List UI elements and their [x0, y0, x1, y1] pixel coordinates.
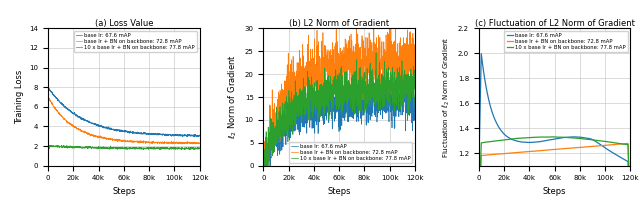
- 10 x base lr + BN on backbone: 77.8 mAP: (2.03e+04, 15.5): 77.8 mAP: (2.03e+04, 15.5): [285, 93, 293, 96]
- base lr: 67.6 mAP: (4.05e+04, 1.29): 67.6 mAP: (4.05e+04, 1.29): [526, 141, 534, 144]
- base lr: 67.6 mAP: (5.2e+04, 3.61): 67.6 mAP: (5.2e+04, 3.61): [110, 129, 118, 132]
- base lr: 67.6 mAP: (2.03e+04, 1.35): 67.6 mAP: (2.03e+04, 1.35): [500, 133, 508, 136]
- base lr + BN on backbone: 72.8 mAP: (4.04e+04, 2.9): 72.8 mAP: (4.04e+04, 2.9): [95, 136, 103, 139]
- base lr: 67.6 mAP: (1.18e+05, 19.5): 67.6 mAP: (1.18e+05, 19.5): [410, 75, 417, 78]
- base lr: 67.6 mAP: (100, 0): 67.6 mAP: (100, 0): [260, 164, 268, 167]
- 10 x base lr + BN on backbone: 77.8 mAP: (2.02e+04, 1.31): 77.8 mAP: (2.02e+04, 1.31): [500, 138, 508, 141]
- base lr + BN on backbone: 72.8 mAP: (5.2e+04, 1.22): 72.8 mAP: (5.2e+04, 1.22): [541, 149, 548, 152]
- base lr: 67.6 mAP: (6.32e+04, 16.3): 67.6 mAP: (6.32e+04, 16.3): [339, 90, 347, 92]
- base lr: 67.6 mAP: (1.59e+04, 5.76): 67.6 mAP: (1.59e+04, 5.76): [64, 108, 72, 111]
- base lr: 67.6 mAP: (1.2e+05, 3.12): 67.6 mAP: (1.2e+05, 3.12): [196, 134, 204, 136]
- base lr + BN on backbone: 72.8 mAP: (1.2e+05, 2.32): 72.8 mAP: (1.2e+05, 2.32): [196, 142, 204, 144]
- base lr: 67.6 mAP: (6.32e+04, 1.32): 67.6 mAP: (6.32e+04, 1.32): [555, 137, 563, 140]
- 10 x base lr + BN on backbone: 77.8 mAP: (1.59e+04, 1.96): 77.8 mAP: (1.59e+04, 1.96): [64, 145, 72, 148]
- Line: 10 x base lr + BN on backbone: 77.8 mAP: 10 x base lr + BN on backbone: 77.8 mAP: [479, 137, 630, 218]
- 10 x base lr + BN on backbone: 77.8 mAP: (2.02e+04, 1.86): 77.8 mAP: (2.02e+04, 1.86): [70, 146, 77, 149]
- base lr + BN on backbone: 72.8 mAP: (1.06e+05, 2.19): 72.8 mAP: (1.06e+05, 2.19): [178, 143, 186, 145]
- 10 x base lr + BN on backbone: 77.8 mAP: (1.6e+04, 10.3): 77.8 mAP: (1.6e+04, 10.3): [280, 117, 287, 120]
- base lr: 67.6 mAP: (0, 8.02): 67.6 mAP: (0, 8.02): [44, 86, 52, 88]
- 10 x base lr + BN on backbone: 77.8 mAP: (1.59e+04, 1.3): 77.8 mAP: (1.59e+04, 1.3): [495, 139, 502, 142]
- base lr + BN on backbone: 72.8 mAP: (0, 7.01): 72.8 mAP: (0, 7.01): [44, 96, 52, 98]
- Line: base lr + BN on backbone: 72.8 mAP: base lr + BN on backbone: 72.8 mAP: [48, 97, 200, 144]
- Line: base lr + BN on backbone: 72.8 mAP: base lr + BN on backbone: 72.8 mAP: [479, 143, 630, 218]
- base lr + BN on backbone: 72.8 mAP: (100, 0): 72.8 mAP: (100, 0): [260, 164, 268, 167]
- base lr + BN on backbone: 72.8 mAP: (6.57e+04, 20.5): 72.8 mAP: (6.57e+04, 20.5): [342, 71, 350, 73]
- 10 x base lr + BN on backbone: 77.8 mAP: (4.04e+04, 1.33): 77.8 mAP: (4.04e+04, 1.33): [526, 136, 534, 139]
- base lr: 67.6 mAP: (2.02e+04, 5.37): 67.6 mAP: (2.02e+04, 5.37): [70, 112, 77, 114]
- Line: 10 x base lr + BN on backbone: 77.8 mAP: 10 x base lr + BN on backbone: 77.8 mAP: [264, 53, 415, 166]
- base lr + BN on backbone: 72.8 mAP: (4.05e+04, 23): 72.8 mAP: (4.05e+04, 23): [311, 59, 319, 62]
- base lr + BN on backbone: 72.8 mAP: (6.31e+04, 2.54): 72.8 mAP: (6.31e+04, 2.54): [124, 140, 132, 142]
- Line: 10 x base lr + BN on backbone: 77.8 mAP: 10 x base lr + BN on backbone: 77.8 mAP: [48, 12, 200, 150]
- Title: (c) Fluctuation of L2 Norm of Gradient: (c) Fluctuation of L2 Norm of Gradient: [475, 19, 634, 27]
- Legend: base lr: 67.6 mAP, base lr + BN on backbone: 72.8 mAP, 10 x base lr + BN on back: base lr: 67.6 mAP, base lr + BN on backb…: [289, 142, 412, 163]
- base lr: 67.6 mAP: (6.31e+04, 3.37): 67.6 mAP: (6.31e+04, 3.37): [124, 131, 132, 134]
- base lr: 67.6 mAP: (5.21e+04, 12.9): 67.6 mAP: (5.21e+04, 12.9): [325, 105, 333, 108]
- base lr: 67.6 mAP: (6.57e+04, 1.32): 67.6 mAP: (6.57e+04, 1.32): [558, 136, 566, 139]
- 10 x base lr + BN on backbone: 77.8 mAP: (100, 0): 77.8 mAP: (100, 0): [260, 164, 268, 167]
- Y-axis label: $\ell_2$ Norm of Gradient: $\ell_2$ Norm of Gradient: [227, 54, 239, 140]
- X-axis label: Steps: Steps: [328, 187, 351, 196]
- base lr: 67.6 mAP: (5.21e+04, 1.3): 67.6 mAP: (5.21e+04, 1.3): [541, 140, 548, 142]
- 10 x base lr + BN on backbone: 77.8 mAP: (5.86e+04, 1.33): 77.8 mAP: (5.86e+04, 1.33): [549, 136, 557, 138]
- base lr: 67.6 mAP: (4.05e+04, 13.7): 67.6 mAP: (4.05e+04, 13.7): [311, 102, 319, 104]
- Legend: base lr: 67.6 mAP, base lr + BN on backbone: 72.8 mAP, 10 x base lr + BN on back: base lr: 67.6 mAP, base lr + BN on backb…: [74, 31, 197, 52]
- base lr: 67.6 mAP: (1.6e+04, 8.84): 67.6 mAP: (1.6e+04, 8.84): [280, 124, 287, 126]
- base lr + BN on backbone: 72.8 mAP: (1.6e+04, 12.5): 72.8 mAP: (1.6e+04, 12.5): [280, 107, 287, 110]
- base lr + BN on backbone: 72.8 mAP: (1.59e+04, 4.43): 72.8 mAP: (1.59e+04, 4.43): [64, 121, 72, 124]
- 10 x base lr + BN on backbone: 77.8 mAP: (6.31e+04, 1.66): 77.8 mAP: (6.31e+04, 1.66): [124, 148, 132, 151]
- 10 x base lr + BN on backbone: 77.8 mAP: (6.32e+04, 17.5): 77.8 mAP: (6.32e+04, 17.5): [339, 84, 347, 87]
- Line: base lr: 67.6 mAP: base lr: 67.6 mAP: [479, 54, 630, 218]
- base lr + BN on backbone: 72.8 mAP: (4.04e+04, 1.21): 72.8 mAP: (4.04e+04, 1.21): [526, 150, 534, 153]
- base lr + BN on backbone: 72.8 mAP: (1.59e+04, 1.19): 72.8 mAP: (1.59e+04, 1.19): [495, 153, 502, 155]
- Line: base lr: 67.6 mAP: base lr: 67.6 mAP: [48, 87, 200, 137]
- 10 x base lr + BN on backbone: 77.8 mAP: (8.92e+04, 24.6): 77.8 mAP: (8.92e+04, 24.6): [372, 52, 380, 54]
- 10 x base lr + BN on backbone: 77.8 mAP: (6.32e+04, 1.33): 77.8 mAP: (6.32e+04, 1.33): [555, 136, 563, 138]
- base lr + BN on backbone: 72.8 mAP: (6.32e+04, 20.4): 72.8 mAP: (6.32e+04, 20.4): [339, 71, 347, 73]
- Y-axis label: Training Loss: Training Loss: [15, 70, 24, 124]
- base lr: 67.6 mAP: (6.57e+04, 11.9): 67.6 mAP: (6.57e+04, 11.9): [342, 110, 350, 112]
- 10 x base lr + BN on backbone: 77.8 mAP: (4.04e+04, 1.82): 77.8 mAP: (4.04e+04, 1.82): [95, 146, 103, 149]
- X-axis label: Steps: Steps: [112, 187, 136, 196]
- 10 x base lr + BN on backbone: 77.8 mAP: (1.2e+05, 13.7): 77.8 mAP: (1.2e+05, 13.7): [411, 102, 419, 104]
- 10 x base lr + BN on backbone: 77.8 mAP: (6.57e+04, 1.33): 77.8 mAP: (6.57e+04, 1.33): [558, 136, 566, 138]
- base lr + BN on backbone: 72.8 mAP: (6.31e+04, 1.23): 72.8 mAP: (6.31e+04, 1.23): [555, 148, 563, 150]
- 10 x base lr + BN on backbone: 77.8 mAP: (5.21e+04, 15.9): 77.8 mAP: (5.21e+04, 15.9): [325, 92, 333, 94]
- base lr: 67.6 mAP: (0, 15): 67.6 mAP: (0, 15): [260, 96, 268, 98]
- base lr: 67.6 mAP: (0, 1.04): 67.6 mAP: (0, 1.04): [475, 172, 483, 174]
- base lr + BN on backbone: 72.8 mAP: (2.03e+04, 14.5): 72.8 mAP: (2.03e+04, 14.5): [285, 98, 293, 101]
- 10 x base lr + BN on backbone: 77.8 mAP: (5.2e+04, 1.77): 77.8 mAP: (5.2e+04, 1.77): [110, 147, 118, 150]
- 10 x base lr + BN on backbone: 77.8 mAP: (0, 20): 77.8 mAP: (0, 20): [260, 73, 268, 75]
- 10 x base lr + BN on backbone: 77.8 mAP: (5.2e+04, 1.33): 77.8 mAP: (5.2e+04, 1.33): [541, 136, 548, 138]
- 10 x base lr + BN on backbone: 77.8 mAP: (1.05e+05, 1.61): 77.8 mAP: (1.05e+05, 1.61): [177, 148, 185, 151]
- base lr: 67.6 mAP: (1.6e+04, 1.41): 67.6 mAP: (1.6e+04, 1.41): [495, 126, 503, 129]
- Legend: base lr: 67.6 mAP, base lr + BN on backbone: 72.8 mAP, 10 x base lr + BN on back: base lr: 67.6 mAP, base lr + BN on backb…: [504, 31, 628, 52]
- base lr + BN on backbone: 72.8 mAP: (6.56e+04, 2.44): 72.8 mAP: (6.56e+04, 2.44): [127, 140, 134, 143]
- Line: base lr: 67.6 mAP: base lr: 67.6 mAP: [264, 77, 415, 166]
- base lr + BN on backbone: 72.8 mAP: (2.02e+04, 4.07): 72.8 mAP: (2.02e+04, 4.07): [70, 124, 77, 127]
- Title: (a) Loss Value: (a) Loss Value: [95, 19, 153, 27]
- base lr + BN on backbone: 72.8 mAP: (2.02e+04, 1.2): 72.8 mAP: (2.02e+04, 1.2): [500, 152, 508, 155]
- Y-axis label: Fluctuation of $\ell_2$ Norm of Gradient: Fluctuation of $\ell_2$ Norm of Gradient: [441, 36, 452, 158]
- base lr: 67.6 mAP: (1.1e+05, 2.93): 67.6 mAP: (1.1e+05, 2.93): [184, 136, 191, 138]
- base lr: 67.6 mAP: (6.56e+04, 3.42): 67.6 mAP: (6.56e+04, 3.42): [127, 131, 134, 133]
- X-axis label: Steps: Steps: [543, 187, 566, 196]
- Title: (b) L2 Norm of Gradient: (b) L2 Norm of Gradient: [289, 19, 389, 27]
- 10 x base lr + BN on backbone: 77.8 mAP: (4.05e+04, 18.1): 77.8 mAP: (4.05e+04, 18.1): [311, 82, 319, 84]
- base lr + BN on backbone: 72.8 mAP: (0, 30): 72.8 mAP: (0, 30): [260, 27, 268, 30]
- 10 x base lr + BN on backbone: 77.8 mAP: (6.56e+04, 1.74): 77.8 mAP: (6.56e+04, 1.74): [127, 147, 134, 150]
- base lr: 67.6 mAP: (2.03e+04, 9.74): 67.6 mAP: (2.03e+04, 9.74): [285, 120, 293, 122]
- base lr + BN on backbone: 72.8 mAP: (5.2e+04, 2.67): 72.8 mAP: (5.2e+04, 2.67): [110, 138, 118, 141]
- base lr: 67.6 mAP: (4.04e+04, 4.05): 67.6 mAP: (4.04e+04, 4.05): [95, 125, 103, 127]
- Line: base lr + BN on backbone: 72.8 mAP: base lr + BN on backbone: 72.8 mAP: [264, 28, 415, 166]
- 10 x base lr + BN on backbone: 77.8 mAP: (0, 15.7): 77.8 mAP: (0, 15.7): [44, 10, 52, 13]
- 10 x base lr + BN on backbone: 77.8 mAP: (6.57e+04, 13.7): 77.8 mAP: (6.57e+04, 13.7): [342, 101, 350, 104]
- base lr: 67.6 mAP: (1.2e+05, 15.5): 67.6 mAP: (1.2e+05, 15.5): [411, 94, 419, 96]
- 10 x base lr + BN on backbone: 77.8 mAP: (1.2e+05, 1.75): 77.8 mAP: (1.2e+05, 1.75): [196, 147, 204, 150]
- base lr + BN on backbone: 72.8 mAP: (1.2e+05, 19.5): 72.8 mAP: (1.2e+05, 19.5): [411, 75, 419, 78]
- base lr + BN on backbone: 72.8 mAP: (6.56e+04, 1.23): 72.8 mAP: (6.56e+04, 1.23): [557, 148, 565, 150]
- base lr: 67.6 mAP: (2e+03, 2): 67.6 mAP: (2e+03, 2): [477, 52, 485, 55]
- base lr + BN on backbone: 72.8 mAP: (1.18e+05, 1.28): 72.8 mAP: (1.18e+05, 1.28): [624, 142, 632, 145]
- base lr + BN on backbone: 72.8 mAP: (5.21e+04, 18.1): 72.8 mAP: (5.21e+04, 18.1): [325, 82, 333, 84]
